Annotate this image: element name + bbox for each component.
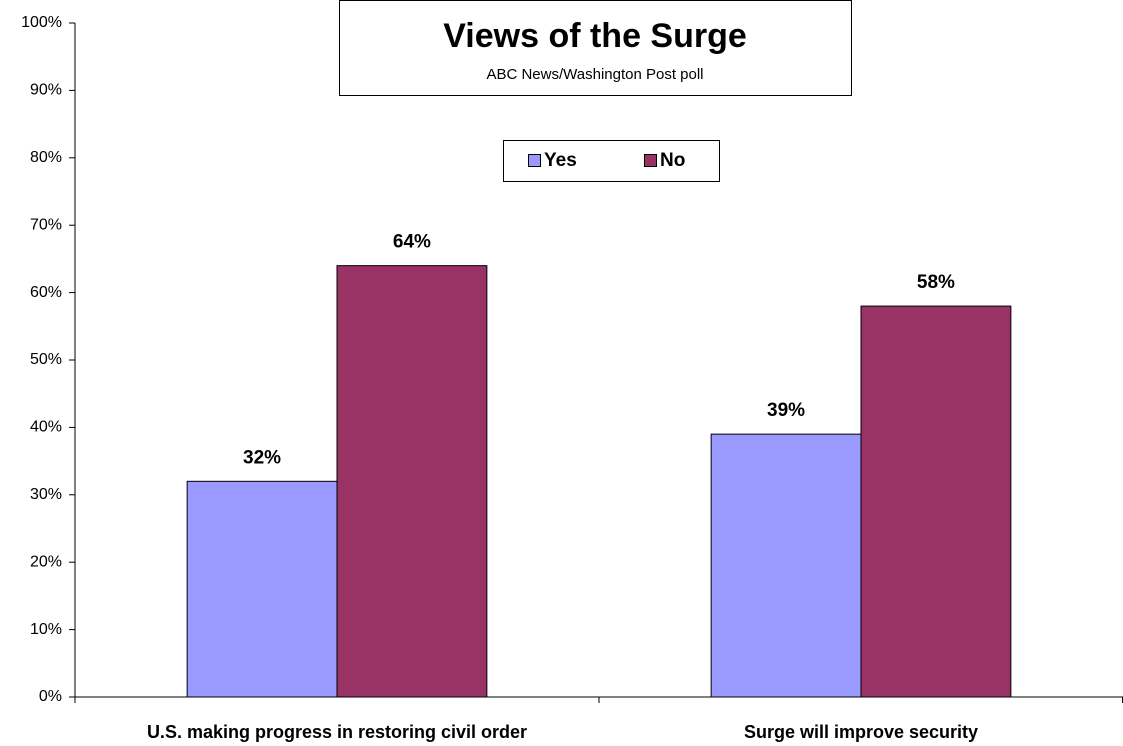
value-label: 32% [243, 447, 281, 468]
chart-subtitle: ABC News/Washington Post poll [486, 66, 703, 83]
legend-label: Yes [544, 150, 577, 171]
y-tick-label: 0% [39, 688, 62, 705]
x-tick-label: Surge will improve security [744, 722, 978, 742]
legend-swatch [528, 154, 541, 167]
y-tick-label: 30% [30, 486, 62, 503]
x-tick-label: U.S. making progress in restoring civil … [147, 722, 527, 742]
y-tick-label: 90% [30, 82, 62, 99]
legend-label: No [660, 150, 685, 171]
y-tick-label: 10% [30, 621, 62, 638]
bar [336, 265, 488, 698]
value-label: 39% [767, 400, 805, 421]
y-tick-label: 60% [30, 284, 62, 301]
bar [186, 480, 338, 698]
y-tick-label: 70% [30, 216, 62, 233]
y-tick-label: 50% [30, 351, 62, 368]
value-label: 64% [393, 232, 431, 253]
y-tick-label: 80% [30, 149, 62, 166]
legend-swatch [644, 154, 657, 167]
bar [710, 433, 862, 698]
chart-title: Views of the Surge [443, 17, 747, 55]
y-tick-label: 20% [30, 553, 62, 570]
title-box [339, 0, 852, 96]
bar [860, 305, 1012, 698]
y-tick-label: 100% [21, 14, 62, 31]
value-label: 58% [917, 272, 955, 293]
y-tick-label: 40% [30, 419, 62, 436]
